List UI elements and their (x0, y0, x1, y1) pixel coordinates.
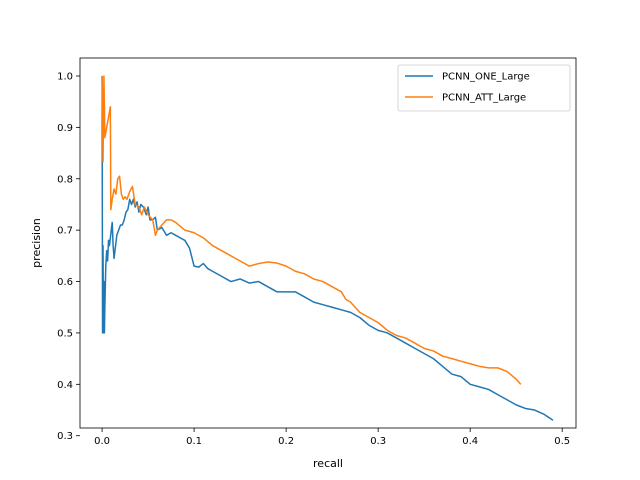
y-axis-label: precision (30, 218, 43, 268)
x-tick-label: 0.0 (94, 436, 110, 447)
series-line-1 (101, 75, 554, 421)
x-tick-label: 0.3 (370, 436, 386, 447)
series-line-2 (101, 75, 522, 385)
y-tick-label: 0.3 (57, 431, 73, 442)
x-axis-label: recall (313, 457, 343, 470)
plot-frame (79, 57, 577, 429)
y-tick-label: 0.7 (57, 226, 73, 237)
x-ticks: 0.0 0.1 0.2 0.3 0.4 0.5 (94, 428, 570, 447)
y-tick-label: 0.9 (57, 123, 73, 134)
y-tick-label: 0.8 (57, 174, 73, 185)
legend: PCNN_ONE_Large PCNN_ATT_Large (397, 64, 571, 112)
x-tick-label: 0.5 (554, 436, 570, 447)
y-ticks: 0.3 0.4 0.5 0.6 0.7 0.8 0.9 1.0 (57, 71, 80, 442)
y-tick-label: 0.5 (57, 328, 73, 339)
x-tick-label: 0.4 (462, 436, 478, 447)
legend-label: PCNN_ATT_Large (442, 93, 526, 104)
x-tick-label: 0.2 (278, 436, 294, 447)
x-tick-label: 0.1 (186, 436, 202, 447)
legend-label: PCNN_ONE_Large (442, 72, 530, 83)
y-tick-label: 0.4 (57, 380, 73, 391)
series-lines (101, 75, 554, 421)
legend-box (397, 64, 571, 112)
y-tick-label: 0.6 (57, 277, 73, 288)
y-tick-label: 1.0 (57, 71, 73, 82)
